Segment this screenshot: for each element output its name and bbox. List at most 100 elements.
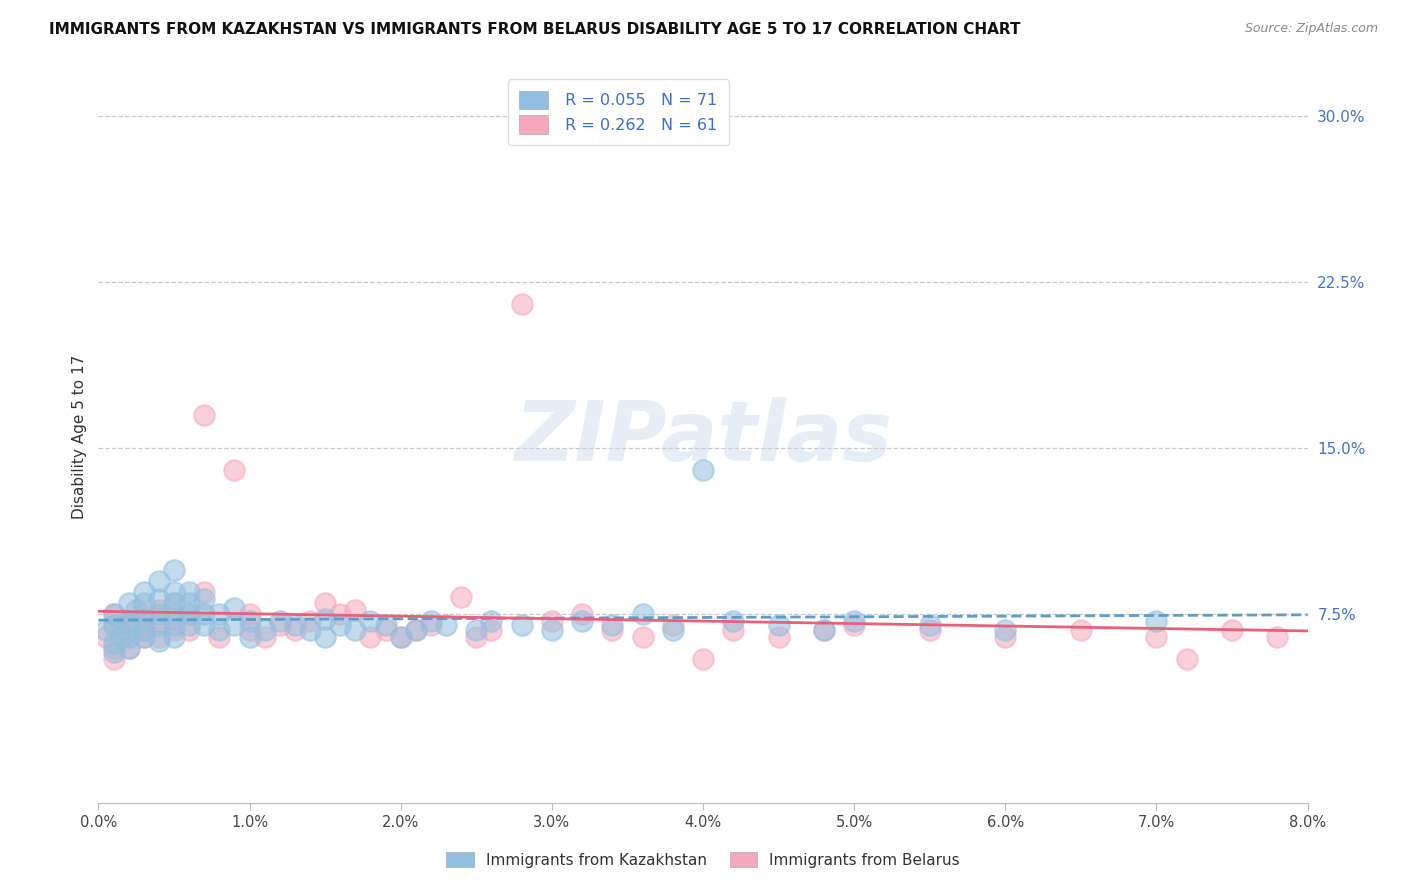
Point [374, 623, 396, 637]
Point [110, 623, 132, 637]
Point [692, 651, 714, 665]
Point [103, 607, 125, 622]
Point [465, 623, 488, 637]
Point [179, 618, 201, 632]
Point [465, 630, 488, 644]
Point [844, 618, 866, 632]
Point [329, 607, 352, 622]
Point [148, 634, 170, 648]
Point [813, 623, 835, 637]
Point [813, 623, 835, 637]
Legend:  R = 0.055   N = 71,  R = 0.262   N = 61: R = 0.055 N = 71, R = 0.262 N = 61 [508, 79, 728, 145]
Point [284, 623, 307, 637]
Point [148, 574, 170, 589]
Point [450, 590, 472, 604]
Point [723, 614, 745, 628]
Point [118, 614, 141, 628]
Point [918, 618, 941, 632]
Point [405, 623, 427, 637]
Point [208, 623, 231, 637]
Point [1146, 630, 1168, 644]
Legend: Immigrants from Kazakhstan, Immigrants from Belarus: Immigrants from Kazakhstan, Immigrants f… [439, 844, 967, 875]
Point [163, 607, 186, 622]
Point [571, 614, 593, 628]
Point [148, 618, 170, 632]
Point [1267, 630, 1289, 644]
Point [163, 623, 186, 637]
Point [481, 614, 503, 628]
Point [571, 607, 593, 622]
Point [132, 607, 155, 622]
Point [269, 614, 291, 628]
Point [125, 603, 148, 617]
Point [602, 618, 624, 632]
Point [434, 618, 457, 632]
Point [344, 623, 367, 637]
Point [374, 618, 396, 632]
Point [208, 607, 231, 622]
Point [405, 623, 427, 637]
Point [360, 630, 382, 644]
Point [179, 623, 201, 637]
Point [631, 630, 654, 644]
Point [163, 630, 186, 644]
Point [284, 618, 307, 632]
Point [1220, 623, 1243, 637]
Text: ZIPatlas: ZIPatlas [515, 397, 891, 477]
Point [224, 600, 246, 615]
Point [132, 630, 155, 644]
Point [661, 618, 683, 632]
Point [918, 623, 941, 637]
Point [118, 640, 141, 655]
Point [768, 630, 790, 644]
Point [118, 640, 141, 655]
Point [118, 630, 141, 644]
Point [420, 618, 443, 632]
Point [110, 630, 132, 644]
Point [224, 618, 246, 632]
Point [132, 623, 155, 637]
Point [132, 630, 155, 644]
Point [602, 623, 624, 637]
Point [193, 408, 215, 422]
Point [193, 618, 215, 632]
Point [103, 618, 125, 632]
Point [239, 614, 262, 628]
Point [510, 618, 533, 632]
Point [118, 618, 141, 632]
Point [148, 630, 170, 644]
Point [94, 623, 117, 637]
Point [661, 623, 683, 637]
Point [163, 618, 186, 632]
Point [103, 618, 125, 632]
Text: IMMIGRANTS FROM KAZAKHSTAN VS IMMIGRANTS FROM BELARUS DISABILITY AGE 5 TO 17 COR: IMMIGRANTS FROM KAZAKHSTAN VS IMMIGRANTS… [49, 22, 1021, 37]
Point [163, 563, 186, 577]
Point [118, 618, 141, 632]
Point [253, 630, 276, 644]
Y-axis label: Disability Age 5 to 17: Disability Age 5 to 17 [72, 355, 87, 519]
Point [132, 596, 155, 610]
Point [420, 614, 443, 628]
Point [299, 623, 322, 637]
Point [163, 585, 186, 599]
Point [132, 623, 155, 637]
Point [631, 607, 654, 622]
Point [118, 596, 141, 610]
Point [329, 618, 352, 632]
Point [163, 596, 186, 610]
Point [179, 585, 201, 599]
Point [253, 623, 276, 637]
Point [148, 607, 170, 622]
Point [299, 614, 322, 628]
Point [994, 623, 1017, 637]
Point [239, 623, 262, 637]
Text: Source: ZipAtlas.com: Source: ZipAtlas.com [1244, 22, 1378, 36]
Point [148, 603, 170, 617]
Point [132, 612, 155, 626]
Point [103, 636, 125, 650]
Point [132, 585, 155, 599]
Point [132, 618, 155, 632]
Point [1070, 623, 1092, 637]
Point [118, 630, 141, 644]
Point [1175, 651, 1198, 665]
